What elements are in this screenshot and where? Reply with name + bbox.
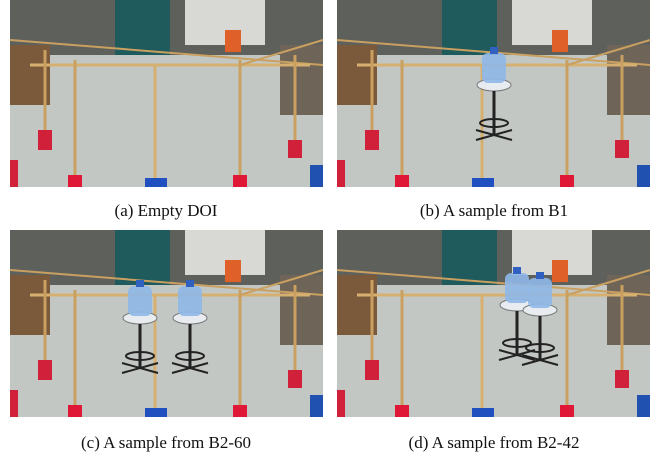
panel-d: (d) A sample from B2-42 xyxy=(337,230,650,452)
caption: (d) A sample from B2-42 xyxy=(409,433,580,452)
caption: (c) A sample from B2-60 xyxy=(81,433,251,452)
panel-a: (a) Empty DOI xyxy=(10,0,323,220)
figure: (a) Empty DOI (b) A sample from B1 (c) A… xyxy=(0,0,661,462)
panel-c: (c) A sample from B2-60 xyxy=(10,230,323,452)
page: (a) Empty DOI (b) A sample from B1 (c) A… xyxy=(0,0,661,462)
photo xyxy=(337,230,650,417)
photo xyxy=(10,230,323,417)
panel-b: (b) A sample from B1 xyxy=(337,0,650,220)
photo xyxy=(10,0,323,187)
caption: (a) Empty DOI xyxy=(115,201,218,220)
caption: (b) A sample from B1 xyxy=(420,201,568,220)
